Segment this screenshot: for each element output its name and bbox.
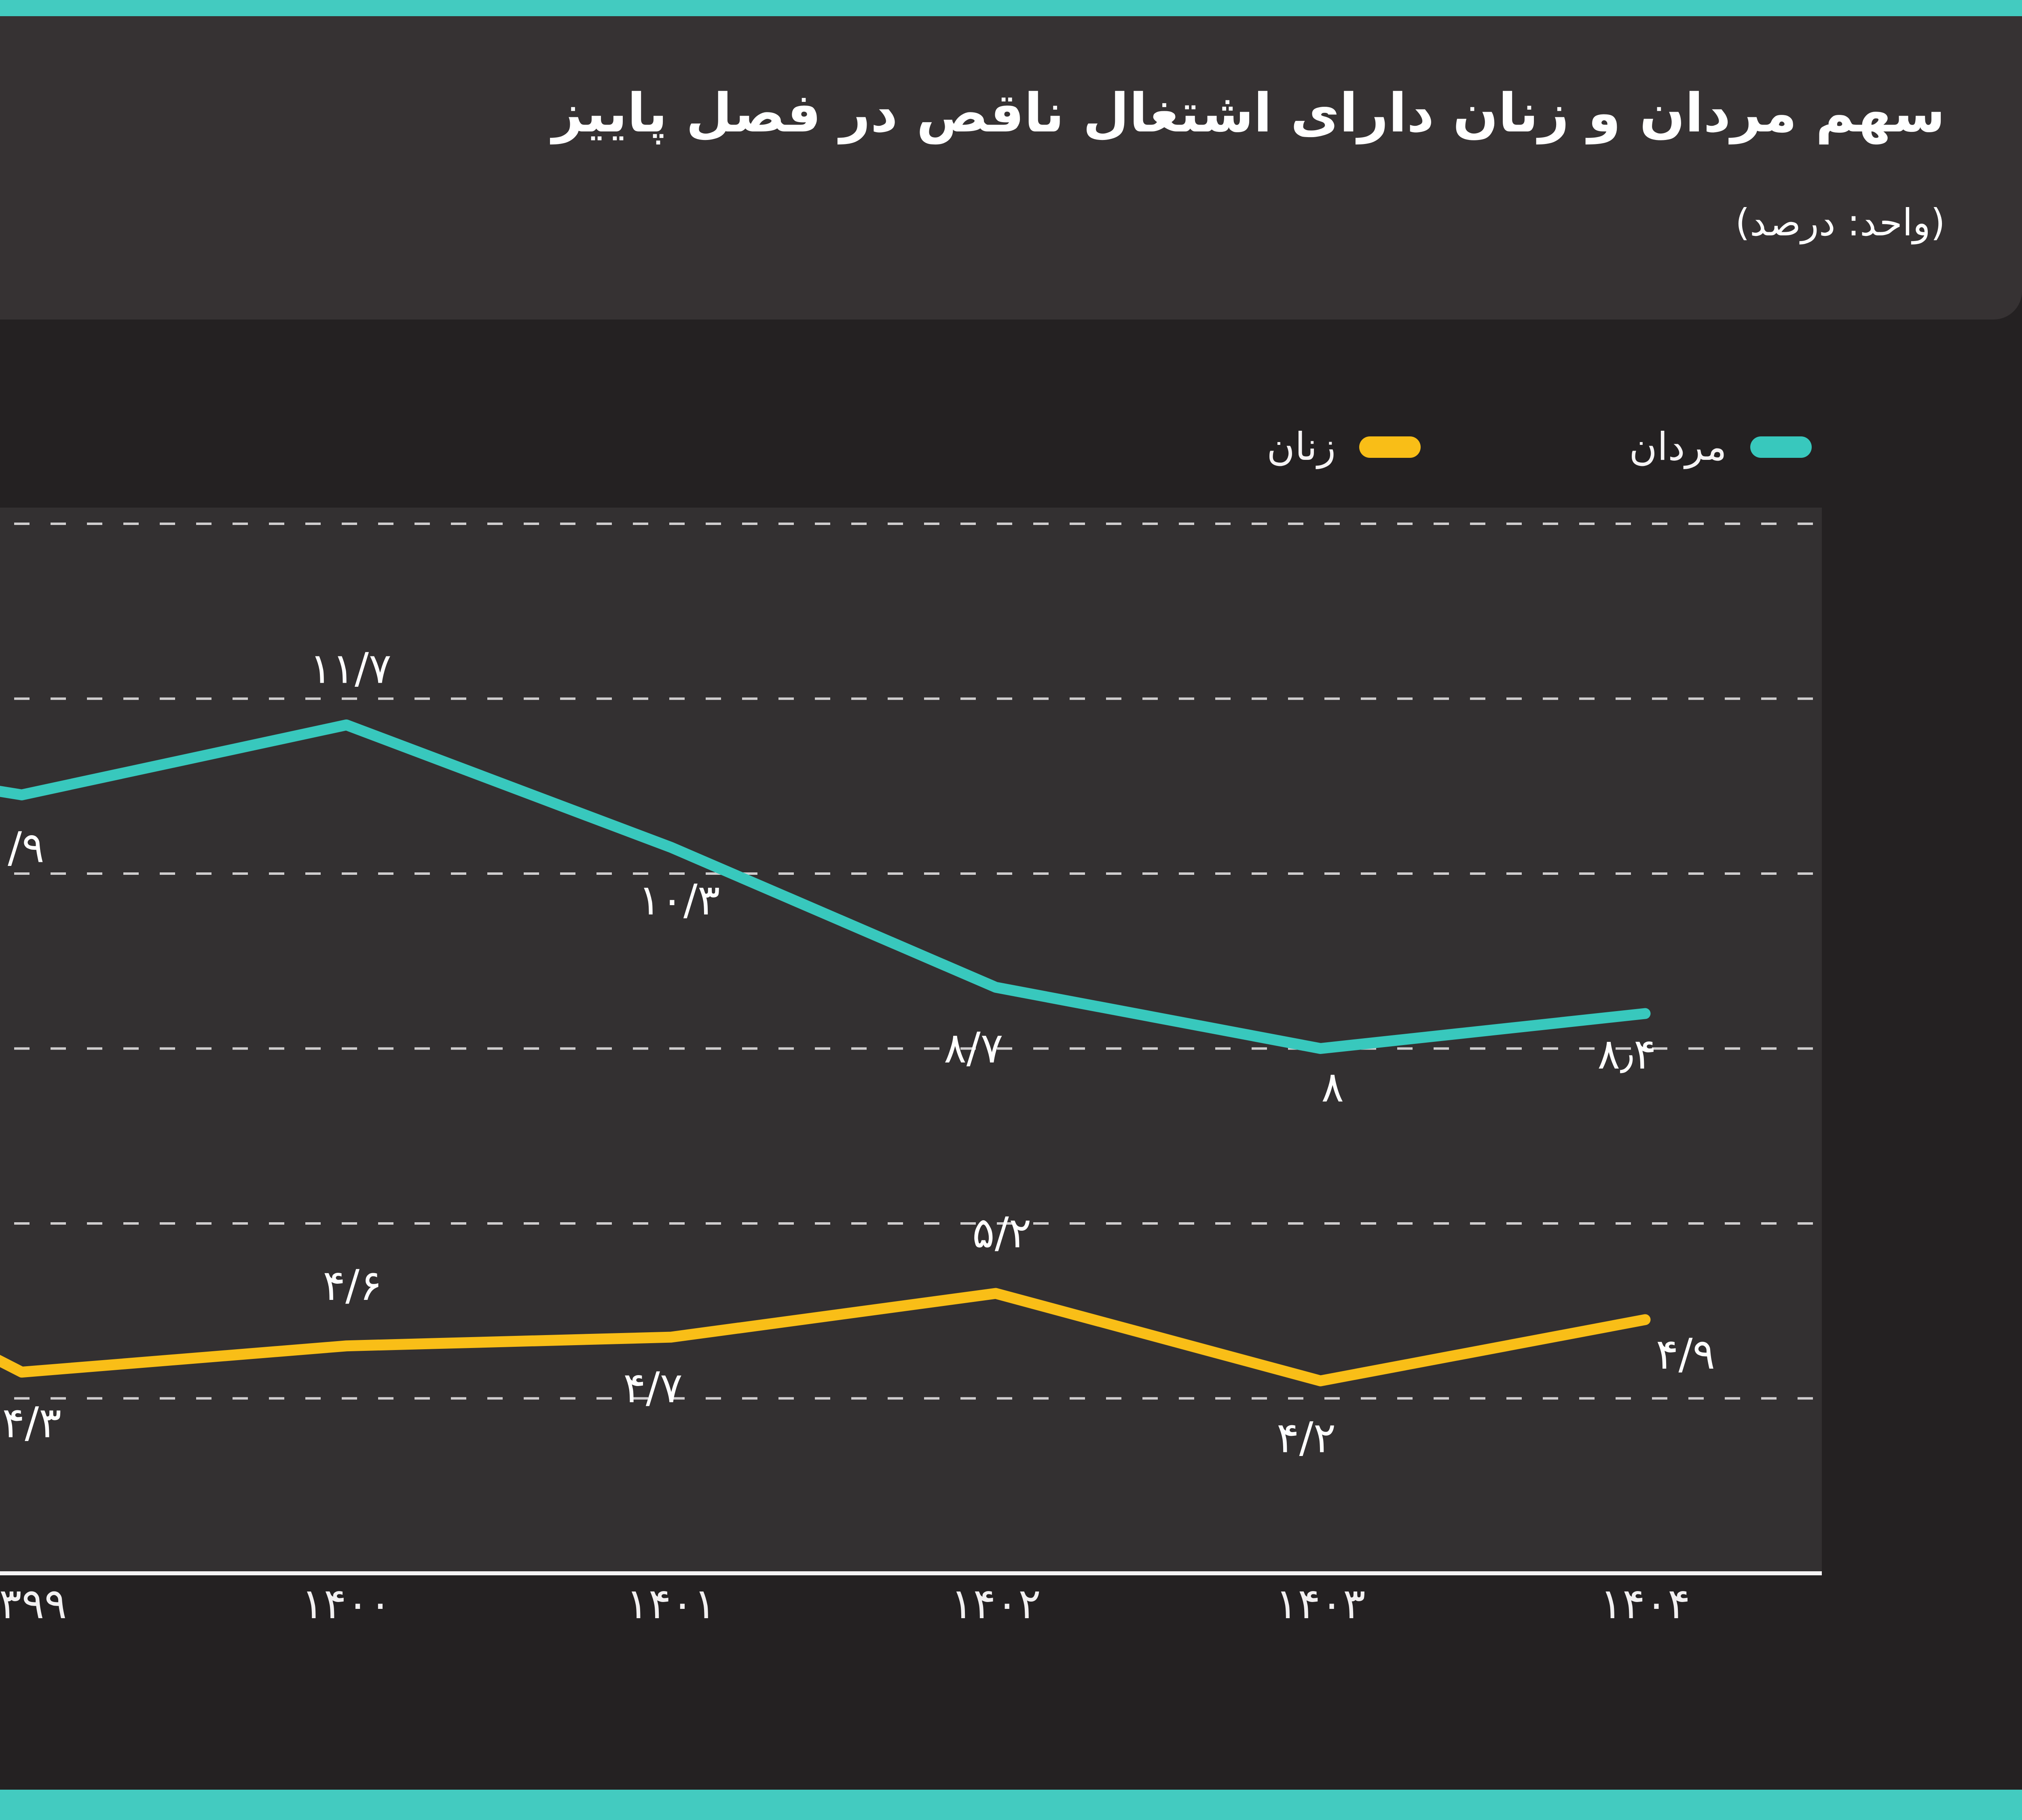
x-axis-label: ۱۴۰۰	[301, 1579, 391, 1628]
data-label: ۱۰/۳	[638, 875, 720, 925]
title-block: سهم مردان و زنان دارای اشتغال ناقص در فص…	[552, 83, 1945, 244]
data-label: ۱۱/۷	[309, 643, 391, 693]
legend-label-women: زنان	[1267, 425, 1336, 469]
x-axis-label: ۱۴۰۳	[1275, 1579, 1365, 1628]
unit-note: (واحد: درصد)	[1735, 201, 1945, 244]
data-label: ۴/۶	[323, 1261, 382, 1310]
data-label: ۱۰/۹	[0, 823, 44, 872]
legend-item-women: زنان	[1267, 425, 1421, 469]
x-axis-label: ۱۳۹۹	[0, 1579, 67, 1628]
x-axis-label: ۱۴۰۲	[951, 1579, 1041, 1628]
data-label: ۴/۷	[623, 1363, 683, 1412]
data-label: ۴/۲	[1277, 1413, 1336, 1462]
data-label: ۴/۹	[1656, 1329, 1715, 1379]
data-label: ۸/۷	[944, 1023, 1003, 1073]
plot-area	[0, 508, 1822, 1573]
x-axis-label: ۱۴۰۴	[1600, 1579, 1690, 1628]
top-accent-strip	[0, 0, 2022, 16]
legend-item-men: مردان	[1629, 425, 1812, 469]
page-title: سهم مردان و زنان دارای اشتغال ناقص در فص…	[552, 82, 1945, 144]
data-label: ۸٫۴	[1597, 1029, 1656, 1079]
header: سهم مردان و زنان دارای اشتغال ناقص در فص…	[0, 0, 2022, 320]
men-series-swatch	[1750, 436, 1812, 458]
women-series-swatch	[1359, 436, 1421, 458]
series-line-men	[0, 719, 1651, 1054]
legend: مردان زنان	[1267, 425, 1812, 469]
data-label: ۴/۳	[2, 1398, 61, 1448]
legend-label-men: مردان	[1629, 425, 1727, 469]
data-label: ۵/۲	[972, 1208, 1032, 1257]
x-axis-label: ۱۴۰۱	[626, 1579, 716, 1628]
data-label: ۸	[1321, 1062, 1344, 1112]
bottom-accent-strip	[0, 1790, 2022, 1820]
series-line-women	[0, 1288, 1651, 1386]
